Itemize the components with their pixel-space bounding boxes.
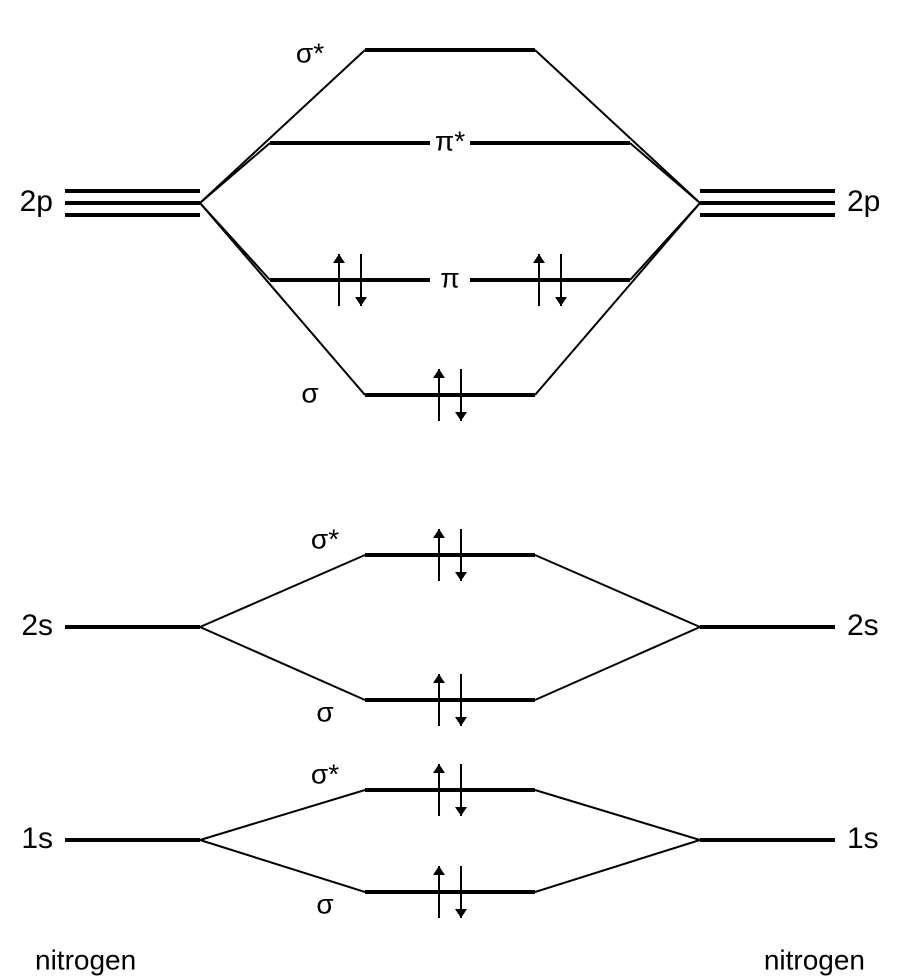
- label-pi-star-2p: π*: [435, 125, 465, 156]
- label-sigma-2p: σ: [301, 377, 318, 408]
- label-2s-left: 2s: [21, 609, 53, 642]
- atom-label-right: nitrogen: [764, 944, 865, 975]
- mo-diagram: 2p 2p σ* π* π σ 2s 2s σ* σ 1s 1s σ* σ nitrogen nitrogen: [0, 0, 900, 980]
- label-sigma-2s: σ: [316, 696, 333, 727]
- label-sigma-star-2p: σ*: [296, 37, 324, 68]
- label-2s-right: 2s: [847, 609, 879, 642]
- label-sigma-star-2s: σ*: [311, 523, 339, 554]
- label-pi-2p: π: [440, 262, 459, 293]
- atom-label-left: nitrogen: [35, 944, 136, 975]
- label-sigma-star-1s: σ*: [311, 758, 339, 789]
- label-sigma-1s: σ: [316, 888, 333, 919]
- label-2p-right: 2p: [847, 185, 880, 218]
- label-2p-left: 2p: [20, 185, 53, 218]
- label-1s-left: 1s: [21, 822, 53, 855]
- label-1s-right: 1s: [847, 822, 879, 855]
